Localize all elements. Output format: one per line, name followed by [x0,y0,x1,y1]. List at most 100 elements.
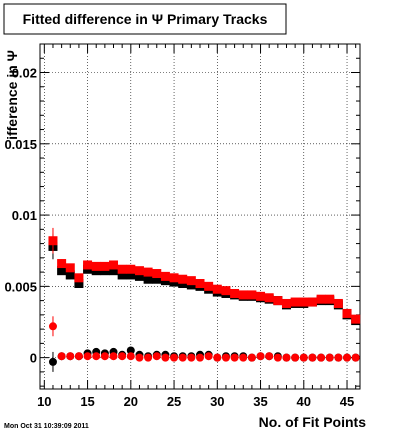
data-point-circle [74,352,83,361]
series-1 [48,227,361,324]
data-point-circle [152,352,161,361]
y-axis-label: ifference in Ψ [4,50,20,140]
x-tick-label: 25 [167,394,181,409]
data-point-square [57,266,67,276]
data-point-circle [213,353,222,362]
data-point-circle [161,353,170,362]
data-point-circle [66,352,75,361]
data-point-circle [308,353,317,362]
data-point-square [351,314,361,324]
title-box [3,3,287,35]
data-point-square [342,308,352,318]
data-point-circle [230,353,239,362]
data-point-square [152,269,162,279]
data-point-circle [170,353,179,362]
data-point-circle [126,346,135,355]
series-3 [48,316,360,362]
y-tick-label: 0.005 [4,279,37,294]
x-tick-label: 45 [340,394,354,409]
data-point-circle [273,353,282,362]
chart-title: Fitted difference in Ψ Primary Tracks [23,11,268,27]
data-point-square [143,267,153,277]
x-tick-label: 35 [253,394,267,409]
data-point-circle [187,353,196,362]
data-point-circle [48,357,57,366]
data-point-circle [334,353,343,362]
data-point-square [143,274,153,284]
data-point-square [333,298,343,308]
data-point-square [264,293,274,303]
data-point-square [126,264,136,274]
data-point-circle [247,353,256,362]
y-tick-label: 0.02 [12,66,37,81]
x-tick-label: 15 [80,394,94,409]
data-point-circle [282,353,291,362]
data-point-circle [83,352,92,361]
data-point-square [109,266,119,276]
data-point-square [307,297,317,307]
data-point-circle [325,353,334,362]
data-point-square [299,297,309,307]
data-point-square [100,261,110,271]
data-point-circle [299,353,308,362]
x-tick-label: 20 [124,394,138,409]
x-axis: 10 15 20 25 30 35 40 45 [37,44,357,409]
data-point-circle [57,352,66,361]
data-point-circle [100,352,109,361]
data-point-circle [144,353,153,362]
data-point-square [316,294,326,304]
grid [40,44,360,389]
data-point-square [91,261,101,271]
data-point-square [238,290,248,300]
data-point-square [74,279,84,289]
data-point-square [281,298,291,308]
data-point-square [212,284,222,294]
data-point-square [48,236,58,246]
data-point-square [134,271,144,281]
data-point-circle [265,352,274,361]
data-point-square [57,259,67,269]
data-series [48,227,361,372]
data-point-square [247,290,257,300]
y-axis: 0 0.005 0.01 0.015 0.02 [4,43,360,387]
timestamp: Mon Oct 31 10:39:09 2011 [4,423,89,430]
data-point-square [256,291,266,301]
data-point-square [230,288,240,298]
data-point-circle [343,353,352,362]
data-point-square [204,281,214,291]
data-point-circle [291,353,300,362]
data-point-circle [351,353,360,362]
data-point-circle [256,352,265,361]
data-point-square [109,260,119,270]
data-point-circle [239,353,248,362]
data-point-square [74,273,84,283]
x-tick-label: 30 [210,394,224,409]
data-point-square [160,271,170,281]
data-point-square [117,270,127,280]
data-point-square [195,279,205,289]
data-point-square [126,270,136,280]
data-point-circle [92,352,101,361]
data-point-square [83,260,93,270]
data-point-square [65,263,75,273]
data-point-circle [48,322,57,331]
data-point-circle [178,353,187,362]
data-point-square [178,274,188,284]
data-point-circle [118,352,127,361]
data-point-square [65,270,75,280]
data-point-square [117,264,127,274]
y-tick-label: 0.01 [12,208,37,223]
data-point-circle [317,353,326,362]
x-axis-label: No. of Fit Points [259,414,367,430]
y-tick-label: 0 [30,351,37,366]
data-point-square [273,296,283,306]
data-point-circle [126,352,135,361]
data-point-square [325,294,335,304]
data-point-circle [204,352,213,361]
data-point-square [221,286,231,296]
data-point-circle [196,353,204,362]
y-tick-label: 0.015 [4,137,37,152]
data-point-circle [135,353,144,362]
